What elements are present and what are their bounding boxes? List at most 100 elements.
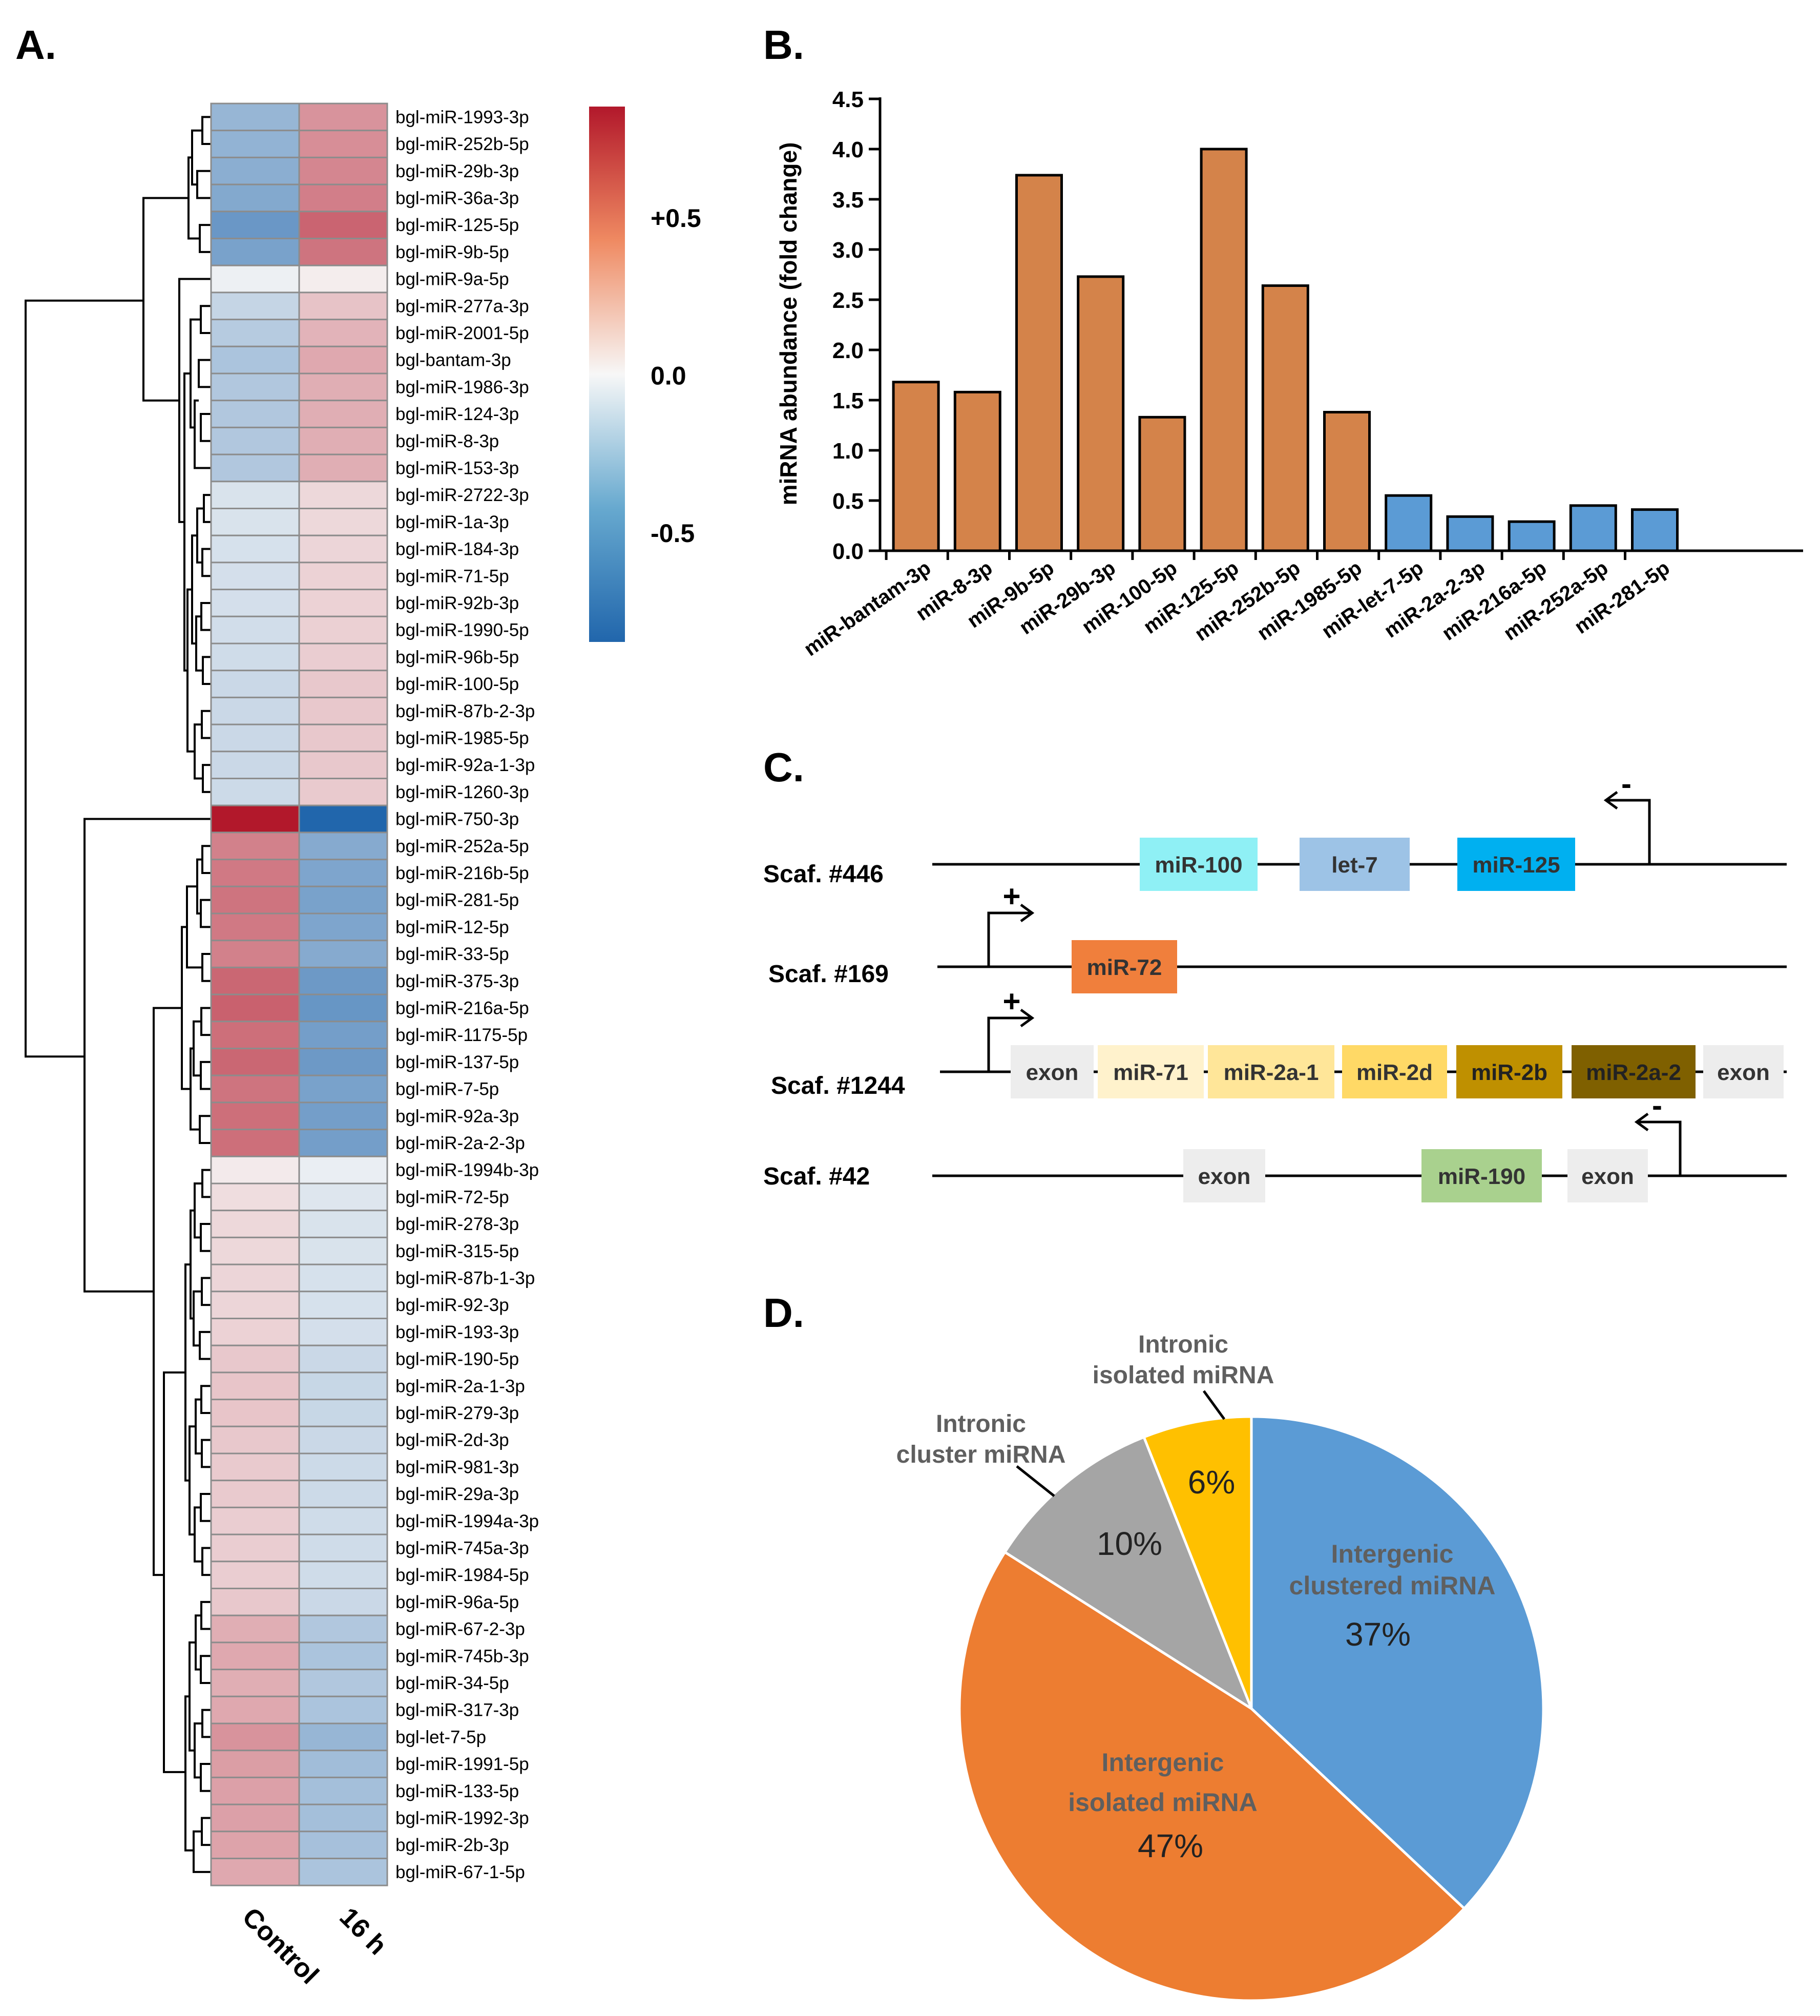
heatmap-cell xyxy=(210,1129,300,1157)
bar-chart-y-tick-label: 3.0 xyxy=(832,238,864,263)
heatmap-row-label: bgl-miR-1991-5p xyxy=(395,1754,529,1774)
bar-miR-252b-5p xyxy=(1261,284,1309,552)
heatmap-cell xyxy=(298,723,388,753)
heatmap-cell xyxy=(210,1750,300,1778)
bar-miR-2a-2-3p xyxy=(1446,515,1494,552)
bar-miR-1985-5p xyxy=(1323,411,1371,552)
scaffold-box-label: let-7 xyxy=(1331,853,1377,878)
dendrogram-branch xyxy=(83,818,211,1293)
heatmap-row-label: bgl-miR-279-3p xyxy=(395,1403,519,1423)
heatmap-cell xyxy=(210,1506,300,1535)
heatmap-row-label: bgl-miR-252b-5p xyxy=(395,134,529,154)
heatmap-row-label: bgl-miR-7-5p xyxy=(395,1079,499,1099)
heatmap-cell xyxy=(298,859,388,887)
scaffold-box-exon xyxy=(1567,1149,1648,1202)
bar-miR-9b-5p xyxy=(1015,174,1063,552)
heatmap-cell xyxy=(298,534,388,564)
heatmap-cell xyxy=(210,1021,300,1050)
heatmap-cell xyxy=(298,589,388,617)
pie-label-intergenic-isolated-line1: Intergenic xyxy=(1102,1748,1224,1777)
heatmap-row-label: bgl-miR-745a-3p xyxy=(395,1538,529,1558)
promoter-sign: + xyxy=(1002,984,1020,1019)
heatmap-row-label: bgl-miR-1a-3p xyxy=(395,512,509,532)
promoter-sign: + xyxy=(1002,879,1020,913)
heatmap-cell xyxy=(298,1776,388,1805)
heatmap-cell xyxy=(298,1155,388,1184)
pie-slices xyxy=(958,1415,1545,2002)
pie-label-intergenic-isolated-line2: isolated miRNA xyxy=(1068,1788,1258,1817)
panel-label-a: A. xyxy=(15,22,56,68)
color-scale-ticks: +0.5 0.0 -0.5 xyxy=(651,204,701,548)
promoter-arrow xyxy=(1606,799,1651,864)
heatmap-cell xyxy=(298,670,388,698)
heatmap-cell xyxy=(298,1344,388,1374)
heatmap-cell xyxy=(210,885,300,915)
dendrogram-branch xyxy=(142,197,189,402)
bar-chart-y-tick-label: 2.0 xyxy=(832,338,864,363)
heatmap-cell xyxy=(298,292,388,321)
heatmap-cell xyxy=(210,319,300,347)
scaffold-box-label: miR-2a-1 xyxy=(1224,1060,1319,1085)
scaffold-box-label: miR-190 xyxy=(1438,1164,1525,1189)
heatmap-cell xyxy=(298,1561,388,1590)
promoter-arrow xyxy=(987,1016,1032,1072)
heatmap-cell xyxy=(210,1641,300,1671)
heatmap-row-label: bgl-miR-1260-3p xyxy=(395,782,529,802)
heatmap-cell xyxy=(298,319,388,347)
heatmap-cell xyxy=(298,778,388,806)
heatmap-row-label: bgl-miR-137-5p xyxy=(395,1052,519,1072)
heatmap-cell xyxy=(298,1021,388,1050)
heatmap-row-label: bgl-miR-29a-3p xyxy=(395,1484,519,1504)
heatmap-cell xyxy=(210,481,300,509)
scaffold-box-label: miR-72 xyxy=(1087,955,1162,980)
heatmap-cell xyxy=(298,1588,388,1616)
heatmap-cell xyxy=(298,1831,388,1860)
heatmap-row-label: bgl-miR-8-3p xyxy=(395,431,499,451)
pie-label-intergenic-clustered-line2: clustered miRNA xyxy=(1289,1571,1496,1600)
bar-chart-y-tick-label: 4.0 xyxy=(832,137,864,162)
pie-label-intronic-cluster-line2: cluster miRNA xyxy=(896,1441,1066,1468)
heatmap-row-label: bgl-miR-92a-3p xyxy=(395,1106,519,1126)
heatmap-cell xyxy=(210,1858,300,1886)
heatmap-cell xyxy=(298,1614,388,1644)
heatmap-cell xyxy=(210,1831,300,1860)
bar-miR-bantam-3p xyxy=(892,381,940,552)
heatmap-cell xyxy=(210,1318,300,1346)
dendrogram-branch xyxy=(163,1371,185,1773)
bar-miR-29b-3p xyxy=(1077,275,1125,552)
heatmap-cell xyxy=(210,1669,300,1697)
pie-label-intronic-cluster-line1: Intronic xyxy=(936,1410,1026,1438)
heatmap-row-label: bgl-miR-281-5p xyxy=(395,890,519,910)
heatmap-cell xyxy=(210,1776,300,1805)
promoter-arrow xyxy=(987,911,1032,967)
bar-chart-y-tick-label: 4.5 xyxy=(832,87,864,112)
heatmap-cell xyxy=(210,1561,300,1590)
heatmap-panel: bgl-miR-1993-3p bgl-miR-252b-5p bgl-miR-29… xyxy=(25,102,701,1990)
heatmap-cell xyxy=(298,1506,388,1535)
heatmap-cell xyxy=(210,1048,300,1076)
heatmap-cell xyxy=(210,130,300,158)
heatmap-row-label: bgl-miR-9a-5p xyxy=(395,269,509,289)
heatmap-cell xyxy=(210,102,300,132)
heatmap-row-label: bgl-miR-96b-5p xyxy=(395,647,519,667)
heatmap-cell xyxy=(210,1480,300,1508)
scaffold-label: Scaf. #446 xyxy=(763,861,884,888)
heatmap-row-label: bgl-miR-34-5p xyxy=(395,1673,509,1693)
heatmap-cell xyxy=(298,1291,388,1320)
heatmap-cell xyxy=(298,130,388,158)
heatmap-cell xyxy=(210,1101,300,1131)
scaffold-box-label: miR-100 xyxy=(1155,853,1242,878)
scaffold-box-let-7 xyxy=(1300,838,1410,891)
heatmap-row-label: bgl-miR-216a-5p xyxy=(395,998,529,1018)
heatmap-row-label: bgl-miR-190-5p xyxy=(395,1349,519,1369)
heatmap-row-label: bgl-miR-1990-5p xyxy=(395,620,529,640)
heatmap-row-label: bgl-miR-1993-3p xyxy=(395,107,529,127)
pie-slice-intergenic-isolated-mirna xyxy=(958,1550,1467,2002)
heatmap-row-label: bgl-miR-100-5p xyxy=(395,674,519,694)
bar-miR-281-5p xyxy=(1631,508,1679,552)
pie-label-intronic-isolated-line2: isolated miRNA xyxy=(1093,1362,1274,1389)
heatmap-row-label: bgl-miR-252a-5p xyxy=(395,836,529,856)
heatmap-row-label: bgl-miR-745b-3p xyxy=(395,1646,529,1666)
heatmap-cell xyxy=(210,211,300,239)
